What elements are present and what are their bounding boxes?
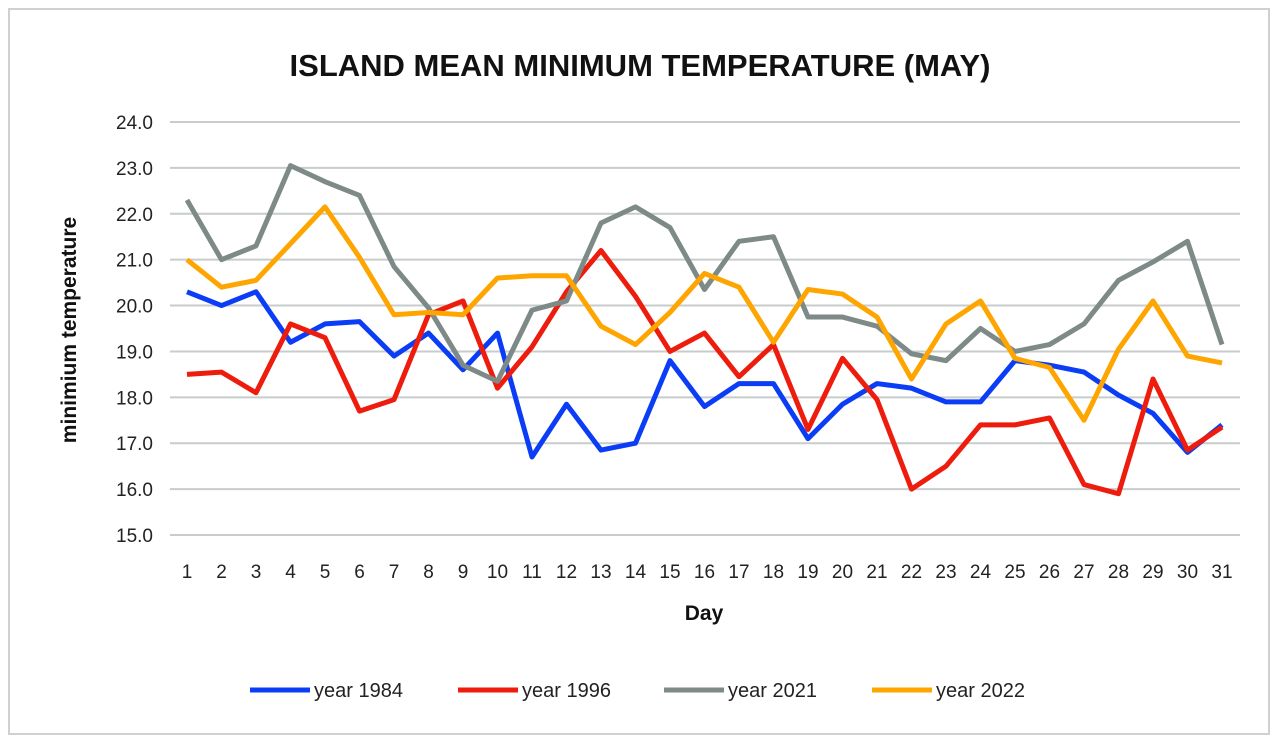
- chart-title: ISLAND MEAN MINIMUM TEMPERATURE (MAY): [290, 48, 991, 83]
- gridlines: [170, 121, 1240, 536]
- x-tick-label: 25: [1004, 562, 1025, 583]
- x-tick-label: 24: [970, 562, 992, 583]
- x-tick-label: 19: [797, 562, 818, 583]
- x-tick-label: 23: [935, 562, 956, 583]
- x-tick-label: 10: [487, 562, 508, 583]
- x-tick-label: 29: [1142, 562, 1163, 583]
- x-tick-label: 20: [832, 562, 853, 583]
- legend-label: year 1996: [522, 680, 611, 702]
- legend: year 1984 year 1996 year 2021 year 2022: [250, 680, 1025, 702]
- y-axis-label: minimium temperature: [58, 217, 81, 443]
- x-tick-label: 17: [728, 562, 749, 583]
- y-tick-label: 20.0: [116, 297, 153, 318]
- x-tick-label: 6: [354, 562, 365, 583]
- x-tick-label: 7: [389, 562, 400, 583]
- x-tick-label: 18: [763, 562, 784, 583]
- x-tick-label: 31: [1211, 562, 1232, 583]
- y-tick-label: 15.0: [116, 526, 153, 547]
- series-line-year-2022: [185, 204, 1223, 423]
- series-lines: [184, 163, 1225, 497]
- y-tick-label: 16.0: [116, 480, 153, 501]
- x-tick-label: 11: [522, 562, 542, 583]
- y-tick-labels: 15.0 16.0 17.0 18.0 19.0 20.0 21.0 22.0 23.0 24.0: [116, 113, 153, 547]
- x-tick-labels: 1 2 3 4 5 6 7 8 9 10 11 12 13 14 15 16 17 18 19 20 21 22 23 24 2…: [182, 562, 1233, 583]
- x-tick-label: 22: [901, 562, 922, 583]
- x-axis-label: Day: [685, 602, 724, 625]
- x-tick-label: 16: [694, 562, 715, 583]
- x-tick-label: 27: [1073, 562, 1094, 583]
- x-tick-label: 5: [320, 562, 331, 583]
- x-tick-label: 9: [458, 562, 469, 583]
- x-tick-label: 4: [285, 562, 296, 583]
- chart-frame: [8, 8, 1270, 735]
- x-tick-label: 2: [216, 562, 227, 583]
- x-tick-label: 30: [1177, 562, 1198, 583]
- x-tick-label: 28: [1108, 562, 1129, 583]
- y-tick-label: 23.0: [116, 159, 153, 180]
- x-tick-label: 26: [1039, 562, 1060, 583]
- legend-label: year 1984: [314, 680, 403, 702]
- x-tick-label: 21: [866, 562, 887, 583]
- x-tick-label: 1: [182, 562, 193, 583]
- x-tick-label: 12: [556, 562, 577, 583]
- y-tick-label: 24.0: [116, 113, 153, 134]
- x-tick-label: 13: [590, 562, 611, 583]
- y-tick-label: 21.0: [116, 251, 153, 272]
- y-tick-label: 17.0: [116, 434, 153, 455]
- x-tick-label: 8: [423, 562, 434, 583]
- x-tick-label: 14: [625, 562, 647, 583]
- y-tick-label: 22.0: [116, 205, 153, 226]
- x-tick-label: 15: [659, 562, 680, 583]
- x-tick-label: 3: [251, 562, 262, 583]
- y-tick-label: 18.0: [116, 388, 153, 409]
- y-tick-label: 19.0: [116, 342, 153, 363]
- legend-label: year 2021: [728, 680, 817, 702]
- legend-label: year 2022: [936, 680, 1025, 702]
